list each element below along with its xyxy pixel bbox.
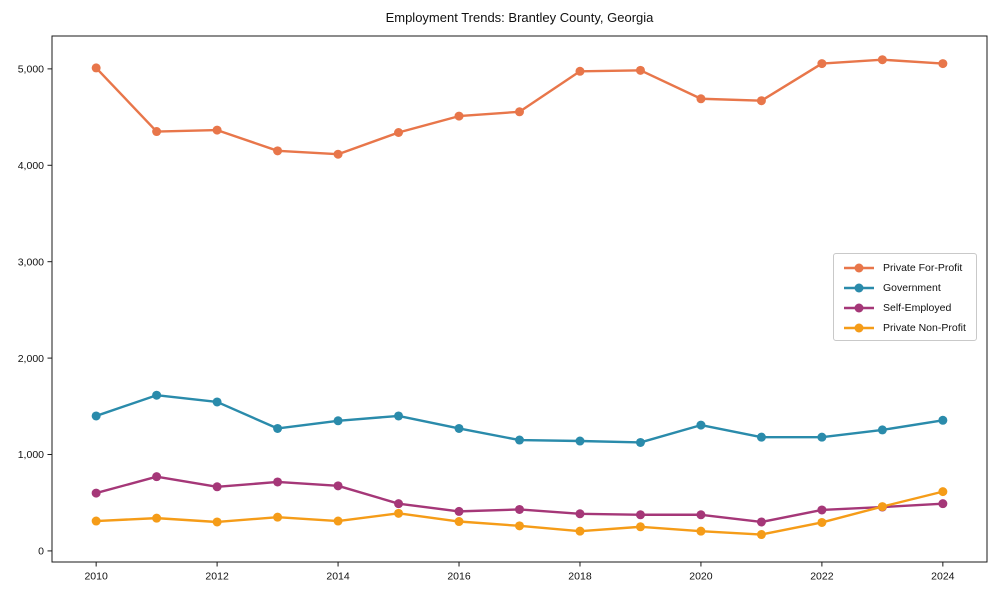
data-point-self-employed-2019 — [635, 510, 645, 520]
data-point-government-2011 — [152, 390, 162, 400]
x-tick-label: 2020 — [689, 571, 713, 583]
data-point-private-non-profit-2014 — [333, 516, 343, 526]
data-point-private-non-profit-2012 — [212, 517, 222, 527]
data-point-private-non-profit-2010 — [91, 516, 101, 526]
y-tick-label: 5,000 — [18, 64, 44, 76]
data-point-self-employed-2011 — [152, 472, 162, 482]
data-point-government-2023 — [877, 425, 887, 435]
series-line-private-for-profit — [94, 58, 945, 156]
y-tick-label: 0 — [38, 546, 44, 558]
chart-legend: Private For-Profit Government Self-Employe… — [833, 253, 977, 341]
data-point-government-2012 — [212, 397, 222, 407]
data-point-private-for-profit-2013 — [273, 146, 283, 156]
data-point-private-non-profit-2023 — [877, 502, 887, 512]
y-tick-label: 3,000 — [18, 256, 44, 268]
series-line-government — [94, 394, 945, 444]
data-point-private-non-profit-2011 — [152, 513, 162, 523]
legend-line-sample-icon — [844, 303, 874, 313]
x-tick-label: 2018 — [568, 571, 592, 583]
data-point-government-2020 — [696, 420, 706, 430]
data-point-private-for-profit-2024 — [938, 59, 948, 69]
data-point-government-2022 — [817, 432, 827, 442]
legend-label: Private For-Profit — [883, 262, 963, 274]
data-point-self-employed-2012 — [212, 482, 222, 492]
data-point-government-2014 — [333, 416, 343, 426]
data-point-self-employed-2024 — [938, 499, 948, 509]
data-point-self-employed-2021 — [756, 517, 766, 527]
data-point-private-non-profit-2013 — [273, 512, 283, 522]
data-point-private-for-profit-2014 — [333, 149, 343, 159]
data-point-private-non-profit-2018 — [575, 526, 585, 536]
data-point-private-for-profit-2010 — [91, 63, 101, 73]
legend-label: Government — [883, 282, 941, 294]
data-point-private-for-profit-2023 — [877, 55, 887, 65]
data-point-government-2013 — [273, 423, 283, 433]
data-point-government-2016 — [454, 423, 464, 433]
data-point-self-employed-2018 — [575, 509, 585, 519]
x-tick-label: 2010 — [84, 571, 108, 583]
data-point-self-employed-2016 — [454, 506, 464, 516]
legend-item-private-for-profit: Private For-Profit — [843, 258, 976, 278]
data-point-government-2017 — [515, 435, 524, 445]
data-point-private-for-profit-2019 — [635, 65, 645, 75]
x-tick-label: 2016 — [447, 571, 471, 583]
data-point-private-for-profit-2022 — [817, 59, 827, 69]
data-point-private-non-profit-2021 — [756, 530, 766, 540]
legend-label: Private Non-Profit — [883, 322, 966, 334]
data-point-private-non-profit-2017 — [515, 521, 524, 531]
data-point-private-non-profit-2016 — [454, 517, 464, 527]
series-line-self-employed — [94, 475, 945, 524]
data-point-private-for-profit-2018 — [575, 66, 585, 76]
legend-item-government: Government — [843, 278, 976, 298]
data-point-government-2015 — [394, 411, 404, 421]
data-point-private-non-profit-2015 — [394, 508, 404, 518]
y-tick-label: 1,000 — [18, 449, 44, 461]
y-tick-label: 4,000 — [18, 160, 44, 172]
data-point-government-2018 — [575, 436, 585, 446]
data-point-private-for-profit-2020 — [696, 94, 706, 104]
legend-item-private-non-profit: Private Non-Profit — [843, 318, 976, 338]
data-point-government-2024 — [938, 415, 948, 425]
legend-line-sample-icon — [844, 283, 874, 293]
data-point-self-employed-2020 — [696, 510, 706, 520]
data-point-private-non-profit-2022 — [817, 517, 827, 527]
x-tick-label: 2014 — [326, 571, 350, 583]
data-point-self-employed-2013 — [273, 477, 283, 487]
chart-title: Employment Trends: Brantley County, Geor… — [385, 10, 654, 25]
x-tick-label: 2024 — [931, 571, 955, 583]
x-tick-label: 2022 — [810, 571, 834, 583]
data-point-self-employed-2015 — [394, 499, 404, 509]
data-point-self-employed-2022 — [817, 505, 827, 515]
data-point-private-non-profit-2019 — [635, 522, 645, 532]
plot-border — [51, 35, 988, 563]
data-point-self-employed-2017 — [515, 504, 524, 514]
data-point-private-for-profit-2011 — [152, 127, 162, 137]
x-tick-label: 2012 — [205, 571, 229, 583]
legend-line-sample-icon — [844, 263, 874, 273]
data-point-private-non-profit-2024 — [938, 487, 948, 497]
data-point-private-non-profit-2020 — [696, 526, 706, 536]
data-point-self-employed-2010 — [91, 488, 101, 498]
data-point-private-for-profit-2016 — [454, 111, 464, 121]
data-point-private-for-profit-2021 — [756, 96, 766, 106]
data-point-government-2019 — [635, 437, 645, 447]
data-point-private-for-profit-2015 — [394, 128, 404, 138]
data-point-private-for-profit-2012 — [212, 125, 222, 135]
y-tick-label: 2,000 — [18, 353, 44, 365]
legend-line-sample-icon — [844, 323, 874, 333]
data-point-government-2010 — [91, 411, 101, 421]
legend-item-self-employed: Self-Employed — [843, 298, 976, 318]
data-point-private-for-profit-2017 — [515, 107, 524, 117]
legend-label: Self-Employed — [883, 302, 952, 314]
data-point-government-2021 — [756, 432, 766, 442]
data-point-self-employed-2014 — [333, 481, 343, 491]
